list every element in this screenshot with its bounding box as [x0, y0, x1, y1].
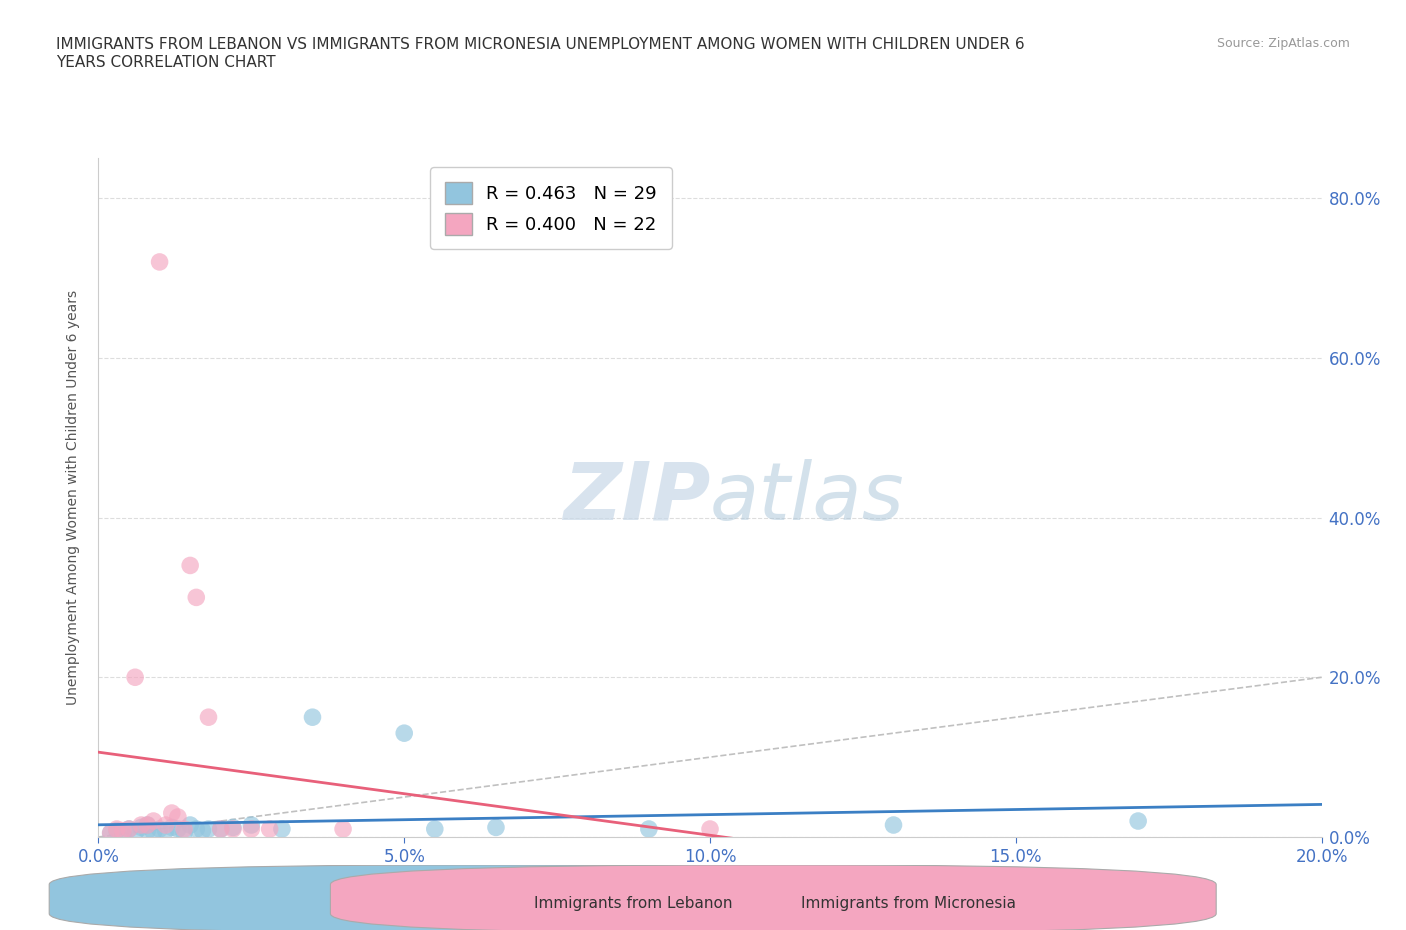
Point	[173, 821, 195, 836]
Text: Source: ZipAtlas.com: Source: ZipAtlas.com	[1216, 37, 1350, 50]
Point	[124, 670, 146, 684]
Point	[197, 821, 219, 836]
Point	[179, 817, 201, 832]
Point	[105, 823, 128, 838]
Point	[197, 710, 219, 724]
Point	[149, 255, 172, 270]
Point	[240, 821, 263, 836]
Point	[136, 817, 159, 832]
Point	[160, 820, 183, 835]
Point	[332, 821, 354, 836]
Point	[179, 558, 201, 573]
Text: atlas: atlas	[710, 458, 905, 537]
Point	[270, 821, 292, 836]
Point	[124, 826, 146, 841]
Point	[100, 826, 122, 841]
Text: ZIP: ZIP	[562, 458, 710, 537]
Point	[173, 826, 195, 841]
Point	[167, 810, 190, 825]
Point	[240, 817, 263, 832]
Point	[155, 823, 177, 838]
Point	[111, 827, 134, 842]
Point	[222, 821, 245, 836]
Text: Immigrants from Lebanon: Immigrants from Lebanon	[534, 897, 733, 911]
Point	[129, 817, 152, 832]
Point	[111, 823, 134, 838]
Point	[209, 821, 232, 836]
Point	[105, 821, 128, 836]
Point	[100, 826, 122, 841]
Point	[155, 817, 177, 832]
Point	[142, 814, 165, 829]
Legend: R = 0.463   N = 29, R = 0.400   N = 22: R = 0.463 N = 29, R = 0.400 N = 22	[430, 167, 672, 249]
Point	[136, 823, 159, 838]
Point	[1128, 814, 1150, 829]
Point	[118, 821, 141, 836]
Point	[209, 821, 232, 836]
Point	[118, 821, 141, 836]
Point	[392, 725, 416, 740]
Point	[423, 821, 446, 836]
Point	[167, 821, 190, 836]
Point	[485, 820, 508, 835]
Point	[259, 821, 281, 836]
Point	[186, 590, 208, 604]
Point	[637, 821, 661, 836]
FancyBboxPatch shape	[49, 865, 935, 930]
Point	[699, 821, 721, 836]
Point	[191, 823, 214, 838]
Point	[160, 805, 183, 820]
Point	[301, 710, 323, 724]
Text: Immigrants from Micronesia: Immigrants from Micronesia	[801, 897, 1017, 911]
Point	[883, 817, 905, 832]
Text: IMMIGRANTS FROM LEBANON VS IMMIGRANTS FROM MICRONESIA UNEMPLOYMENT AMONG WOMEN W: IMMIGRANTS FROM LEBANON VS IMMIGRANTS FR…	[56, 37, 1025, 70]
Point	[222, 820, 245, 835]
Point	[186, 821, 208, 836]
Point	[149, 821, 172, 836]
Point	[136, 817, 159, 832]
FancyBboxPatch shape	[330, 865, 1216, 930]
Point	[129, 820, 152, 835]
Y-axis label: Unemployment Among Women with Children Under 6 years: Unemployment Among Women with Children U…	[66, 290, 80, 705]
Point	[142, 825, 165, 840]
